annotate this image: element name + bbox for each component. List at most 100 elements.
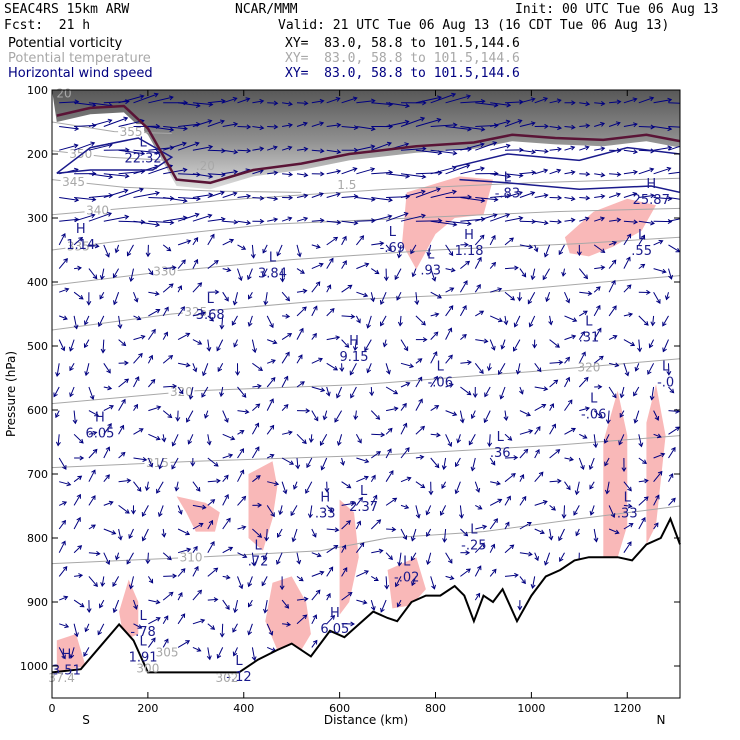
wind-vector — [296, 100, 309, 106]
wind-vector — [162, 552, 172, 561]
wind-vector — [653, 97, 673, 104]
wind-vector — [311, 305, 318, 317]
wind-vector — [594, 193, 606, 199]
wind-vector — [237, 386, 247, 398]
wind-vector — [192, 101, 214, 107]
wind-vector — [475, 338, 489, 344]
wind-vector — [608, 121, 621, 127]
wind-vector — [129, 268, 134, 283]
wind-vector — [594, 216, 606, 222]
theta-label-345: 345 — [62, 175, 85, 189]
wind-vector — [415, 95, 442, 104]
wind-vector — [490, 102, 512, 108]
wind-vector — [356, 542, 365, 554]
wind-vector — [118, 478, 132, 484]
wind-vector — [430, 122, 458, 128]
x-tick-label: 200 — [137, 702, 158, 715]
wind-vector — [638, 434, 644, 448]
wind-vector — [237, 430, 245, 435]
wind-vector — [445, 94, 472, 104]
wind-vector — [668, 126, 680, 128]
wind-vector — [415, 425, 426, 435]
wind-vector — [311, 121, 325, 127]
wind-vector — [633, 410, 640, 424]
wind-vector — [460, 242, 469, 248]
wind-vector — [341, 125, 359, 131]
pv-extremum-value: .36 — [490, 446, 511, 461]
wind-vector — [192, 618, 206, 625]
wind-vector — [88, 430, 98, 436]
wind-vector — [605, 410, 611, 425]
wind-vector — [445, 267, 456, 273]
y-tick-label: 400 — [27, 276, 48, 289]
wind-vector — [608, 528, 620, 535]
wind-vector — [534, 386, 549, 392]
wind-vector — [341, 235, 347, 246]
wind-vector — [638, 124, 656, 130]
pv-extremum-value: .72 — [248, 555, 269, 570]
wind-vector — [638, 167, 655, 175]
wind-vector — [594, 101, 606, 106]
wind-vector — [564, 124, 576, 130]
wind-vector — [593, 244, 606, 253]
wind-vector — [163, 215, 188, 222]
wind-vector — [59, 143, 79, 151]
wind-vector — [58, 339, 66, 352]
wind-vector — [579, 195, 591, 201]
wind-vector — [410, 528, 417, 542]
wind-vector — [460, 98, 486, 104]
wind-vector — [475, 213, 498, 222]
north-label: N — [657, 713, 666, 727]
wind-vector — [305, 481, 313, 494]
wind-vector — [653, 126, 673, 132]
wind-vector — [207, 499, 216, 506]
wind-vector — [103, 188, 129, 198]
wind-vector — [578, 376, 589, 388]
wind-vector — [593, 410, 604, 419]
terrain-fill — [52, 518, 680, 698]
wind-vector — [216, 339, 224, 352]
wind-vector — [548, 315, 554, 326]
wind-vector — [112, 576, 120, 587]
wind-vector — [543, 244, 551, 258]
wind-vector — [103, 552, 111, 565]
wind-vector — [648, 339, 655, 349]
wind-vector — [296, 146, 309, 152]
wind-vector — [426, 552, 432, 566]
wind-vector — [232, 647, 238, 657]
wind-vector — [623, 219, 639, 225]
pv-extremum-value: 6.05 — [85, 427, 114, 442]
wind-vector — [395, 576, 402, 588]
wind-vector — [341, 167, 358, 175]
wind-vector — [411, 576, 417, 587]
wind-vector — [207, 119, 225, 127]
wind-vector — [400, 116, 426, 127]
wind-vector — [519, 495, 527, 506]
wind-vector — [192, 522, 204, 530]
wind-vector — [549, 339, 560, 348]
wind-vector — [564, 334, 577, 341]
wind-vector — [472, 386, 478, 398]
wind-vector — [177, 141, 200, 151]
wind-vector — [311, 332, 317, 340]
wind-vector — [237, 268, 243, 282]
wind-vector — [430, 312, 440, 318]
wind-vector — [267, 359, 276, 364]
wind-vector — [589, 481, 595, 490]
wind-vector — [278, 505, 284, 516]
wind-vector — [490, 173, 512, 179]
dynamic-tropopause-line — [56, 104, 680, 185]
wind-vector — [222, 574, 231, 580]
wind-vector — [252, 362, 263, 371]
wind-vector — [326, 566, 334, 577]
wind-vector — [133, 220, 161, 228]
wind-vector — [411, 268, 417, 278]
wind-vector — [192, 504, 207, 510]
wind-vector — [339, 363, 345, 373]
theta-label-330: 330 — [153, 265, 176, 279]
wind-vector — [306, 457, 313, 469]
wind-vector — [133, 292, 139, 303]
wind-vector — [74, 455, 85, 461]
wind-vector — [564, 196, 576, 202]
wind-vector — [247, 268, 253, 281]
